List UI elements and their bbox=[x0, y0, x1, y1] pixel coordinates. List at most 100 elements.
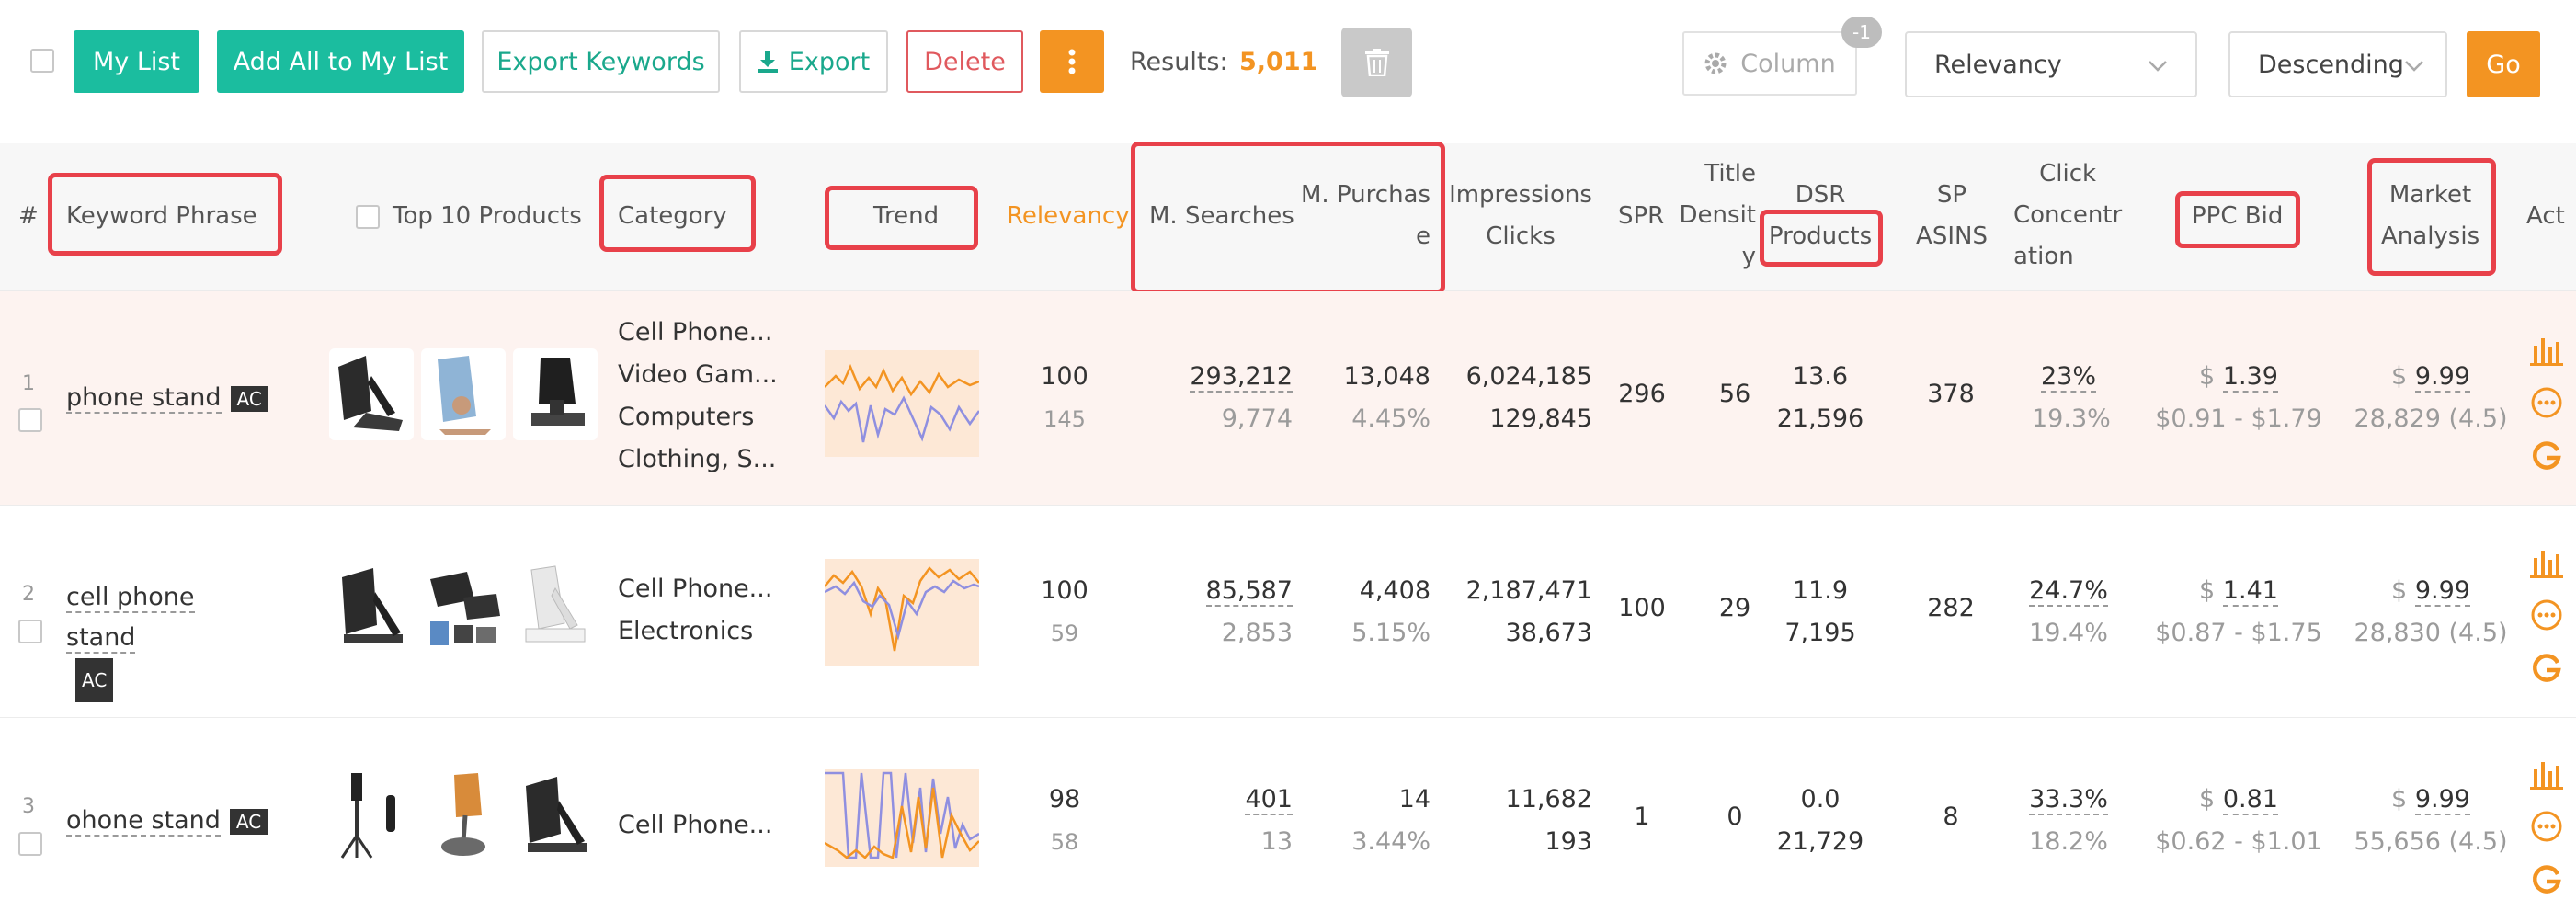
category-item[interactable]: Electronics bbox=[618, 617, 754, 645]
more-options-button[interactable] bbox=[1040, 30, 1104, 93]
clicks-value: 129,845 bbox=[1489, 404, 1592, 433]
header-analysis: Analysis bbox=[2381, 222, 2480, 250]
category-item[interactable]: Cell Phone... bbox=[618, 811, 773, 839]
google-icon[interactable] bbox=[2530, 652, 2563, 685]
header-m-searches[interactable]: M. Searches bbox=[1149, 202, 1294, 230]
click-conc-value[interactable]: 33.3% bbox=[2029, 785, 2108, 815]
searches-value[interactable]: 293,212 bbox=[1190, 362, 1293, 393]
category-item[interactable]: Cell Phone... bbox=[618, 318, 773, 347]
header-relevancy[interactable]: Relevancy bbox=[1007, 202, 1130, 230]
trend-chart[interactable] bbox=[823, 350, 981, 457]
category-item[interactable]: Cell Phone... bbox=[618, 575, 773, 603]
sp-asins-value: 8 bbox=[1943, 802, 1959, 831]
export-keywords-button[interactable]: Export Keywords bbox=[482, 30, 720, 93]
bar-chart-icon[interactable] bbox=[2530, 333, 2563, 366]
top10-checkbox[interactable] bbox=[356, 205, 380, 229]
product-thumbnail[interactable] bbox=[329, 769, 414, 861]
header-cc-line1: Click bbox=[2039, 160, 2097, 188]
searches-sub: 13 bbox=[1260, 827, 1293, 856]
header-ppc-bid[interactable]: PPC Bid bbox=[2192, 202, 2284, 230]
header-market-analysis[interactable]: Market Analysis bbox=[2381, 175, 2479, 257]
more-icon[interactable] bbox=[2530, 386, 2563, 419]
keyword-cell[interactable]: ohone stand AC bbox=[66, 806, 268, 837]
header-keyword-phrase[interactable]: Keyword Phrase bbox=[66, 202, 257, 230]
product-thumbnail[interactable] bbox=[329, 348, 414, 440]
header-title-density[interactable]: Title Densit y bbox=[1679, 154, 1756, 278]
ppc-bid-range: $0.91 - $1.79 bbox=[2155, 404, 2322, 433]
more-icon[interactable] bbox=[2530, 598, 2563, 632]
product-thumbnail[interactable] bbox=[513, 348, 598, 440]
header-cc-line3: ation bbox=[2013, 243, 2074, 270]
product-thumbnail[interactable] bbox=[421, 769, 506, 861]
currency-symbol: $ bbox=[2199, 576, 2216, 605]
ac-badge: AC bbox=[230, 385, 268, 412]
keyword-cell[interactable]: phone stand AC bbox=[66, 383, 268, 414]
header-m-purchase[interactable]: M. Purchas e bbox=[1301, 175, 1430, 257]
header-clicks: Clicks bbox=[1486, 222, 1556, 250]
google-icon[interactable] bbox=[2530, 439, 2563, 472]
column-button[interactable]: Column bbox=[1682, 31, 1857, 96]
product-thumbnail[interactable] bbox=[329, 561, 414, 653]
keyword-text[interactable]: phone stand bbox=[66, 383, 222, 414]
row-checkbox[interactable] bbox=[18, 832, 42, 856]
market-price-value[interactable]: 9.99 bbox=[2414, 362, 2470, 393]
impressions-value: 6,024,185 bbox=[1465, 362, 1592, 391]
click-conc-value[interactable]: 24.7% bbox=[2029, 576, 2108, 607]
ppc-bid-value[interactable]: 0.81 bbox=[2222, 785, 2278, 815]
products-value: 7,195 bbox=[1784, 619, 1856, 647]
relevancy-value: 100 bbox=[1041, 362, 1089, 391]
market-price-value[interactable]: 9.99 bbox=[2414, 576, 2470, 607]
click-conc-value[interactable]: 23% bbox=[2040, 362, 2096, 393]
category-item[interactable]: Clothing, S... bbox=[618, 445, 777, 473]
more-icon[interactable] bbox=[2530, 810, 2563, 843]
dsr-products-cell: 0.0 21,729 bbox=[1765, 779, 1875, 863]
go-button[interactable]: Go bbox=[2467, 31, 2540, 97]
trend-chart[interactable] bbox=[824, 769, 980, 867]
trend-chart[interactable] bbox=[824, 559, 980, 666]
category-item[interactable]: Video Gam... bbox=[618, 360, 778, 389]
searches-value[interactable]: 85,587 bbox=[1205, 576, 1293, 607]
bar-chart-icon[interactable] bbox=[2530, 757, 2563, 790]
header-category[interactable]: Category bbox=[618, 202, 727, 230]
row-checkbox[interactable] bbox=[18, 408, 42, 432]
header-click-concentration[interactable]: Click Concentr ation bbox=[2013, 154, 2122, 278]
keyword-text[interactable]: ohone stand bbox=[66, 806, 221, 837]
header-products: Products bbox=[1768, 222, 1873, 250]
delete-button[interactable]: Delete bbox=[906, 30, 1023, 93]
header-sp-asins[interactable]: SP ASINS bbox=[1910, 175, 1993, 257]
row-checkbox[interactable] bbox=[18, 620, 42, 643]
select-all-checkbox[interactable] bbox=[30, 49, 54, 73]
product-thumbnail[interactable] bbox=[421, 348, 506, 440]
purchase-value: 13,048 bbox=[1343, 362, 1430, 391]
product-thumbnail[interactable] bbox=[513, 769, 598, 861]
sort-order-select[interactable]: Descending bbox=[2228, 31, 2447, 97]
ppc-bid-value[interactable]: 1.41 bbox=[2222, 576, 2278, 607]
market-analysis-sub: 28,829 (4.5) bbox=[2354, 404, 2508, 433]
keyword-text[interactable]: cell phone stand bbox=[66, 583, 195, 654]
export-button[interactable]: Export bbox=[739, 30, 888, 93]
header-impressions: Impressions bbox=[1449, 181, 1592, 209]
header-dsr-products[interactable]: DSR Products bbox=[1765, 175, 1875, 257]
product-thumbnail[interactable] bbox=[513, 561, 598, 653]
category-item[interactable]: Computers bbox=[618, 403, 755, 431]
impressions-value: 2,187,471 bbox=[1465, 576, 1592, 605]
keyword-cell[interactable]: cell phone stand AC bbox=[66, 577, 268, 702]
vertical-dots-icon bbox=[1068, 49, 1076, 74]
trash-button[interactable] bbox=[1341, 28, 1412, 97]
market-price-value[interactable]: 9.99 bbox=[2414, 785, 2470, 815]
monthly-searches-cell: 401 13 bbox=[1188, 779, 1293, 863]
my-list-button[interactable]: My List bbox=[74, 30, 199, 93]
header-impressions-clicks[interactable]: Impressions Clicks bbox=[1447, 175, 1594, 257]
google-icon[interactable] bbox=[2530, 863, 2563, 896]
bar-chart-icon[interactable] bbox=[2530, 545, 2563, 578]
searches-value[interactable]: 401 bbox=[1245, 785, 1293, 815]
export-label: Export bbox=[788, 47, 871, 76]
currency-symbol: $ bbox=[2199, 785, 2216, 814]
sort-field-select[interactable]: Relevancy bbox=[1905, 31, 2197, 97]
products-value: 21,596 bbox=[1776, 404, 1864, 433]
ppc-bid-value[interactable]: 1.39 bbox=[2222, 362, 2278, 393]
products-value: 21,729 bbox=[1776, 827, 1864, 856]
add-all-to-my-list-button[interactable]: Add All to My List bbox=[217, 30, 464, 93]
header-spr[interactable]: SPR bbox=[1618, 202, 1665, 230]
product-thumbnail[interactable] bbox=[421, 561, 506, 653]
